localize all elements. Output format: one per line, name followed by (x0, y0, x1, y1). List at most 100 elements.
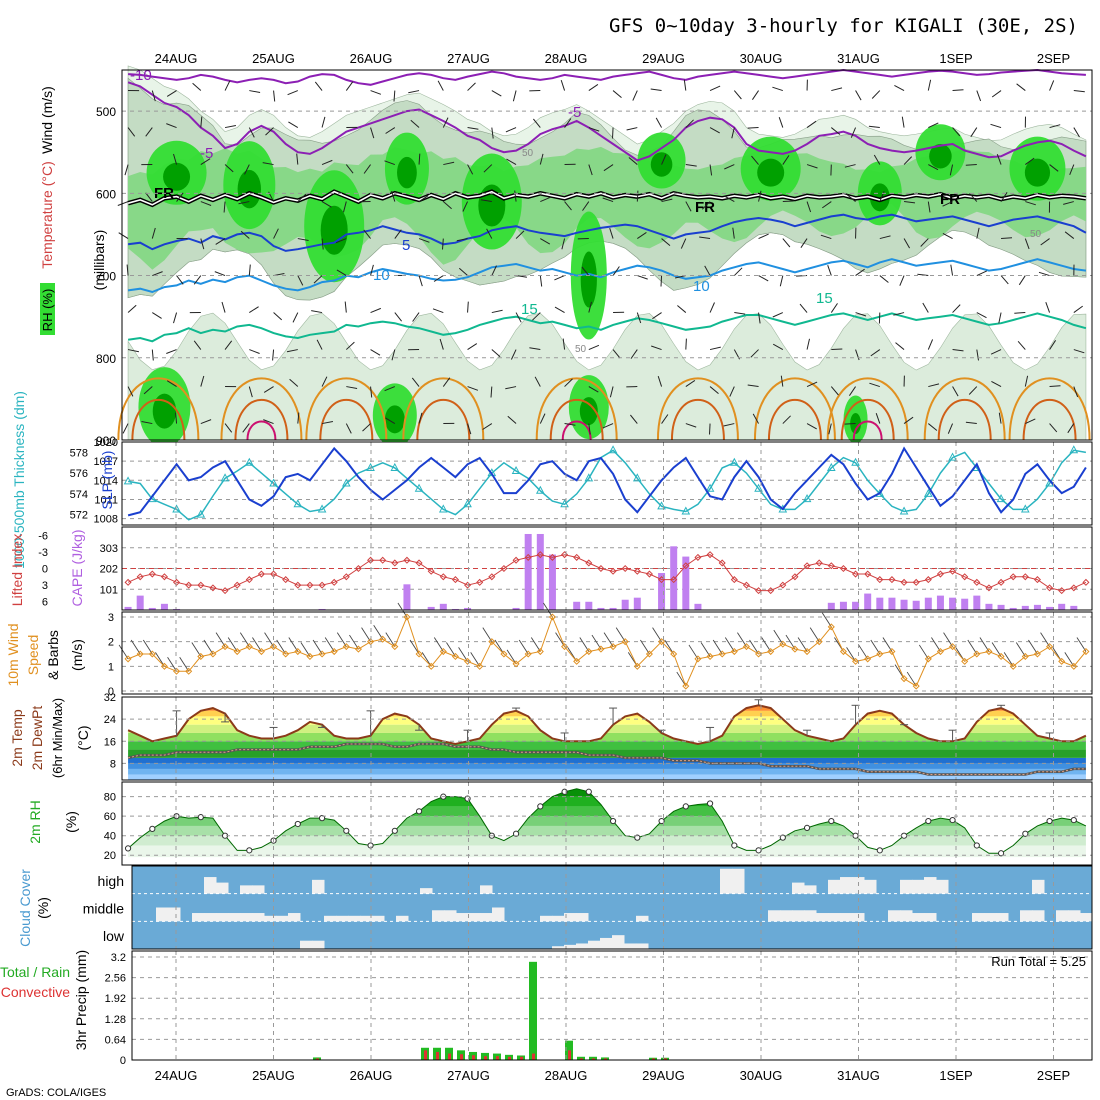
freezing-level-inner (127, 190, 1087, 206)
surface-wind-barb (336, 632, 347, 647)
tick-label-cape: 202 (100, 564, 118, 576)
thickness-marker (390, 462, 400, 471)
wind-barb (732, 227, 735, 239)
rh-core-95 (1024, 158, 1051, 187)
tick-label-lifted-index: 6 (42, 597, 48, 609)
wind-barb (873, 154, 881, 165)
precip-legend-convective: Convective (1, 984, 70, 1000)
wind-barb (439, 338, 444, 350)
lifted-index-marker (682, 562, 690, 570)
precip-convective-bar (604, 1058, 607, 1060)
wind-barb (467, 82, 476, 91)
wind-barb (442, 377, 451, 387)
precip-background (132, 951, 1092, 1060)
tick-label-lifted-index: 3 (42, 580, 48, 592)
surface-wind-barb (846, 647, 856, 662)
precip-convective-bar (664, 1058, 667, 1060)
rh-marker (318, 815, 326, 822)
cloud-cover-bar (1056, 910, 1069, 922)
wind-barb (288, 121, 299, 128)
wind-barb (335, 238, 347, 244)
temperature-contour-warm (656, 377, 739, 441)
wind-barb (875, 413, 881, 424)
thickness-marker (584, 473, 594, 482)
rh-marker (949, 816, 956, 824)
tick-label-rh: 60 (104, 811, 116, 823)
wind-barb (680, 238, 687, 249)
thickness-marker (754, 483, 763, 492)
thickness-marker (632, 473, 642, 482)
wind-barb (248, 386, 253, 398)
wind-barb (630, 349, 638, 359)
wind-speed-marker (185, 667, 193, 675)
lifted-index-marker (961, 573, 969, 581)
lifted-index-marker (791, 573, 799, 581)
wind-barb (370, 264, 374, 276)
cloud-cover-bar (372, 915, 385, 922)
cloud-cover-bar (792, 882, 805, 894)
wind-barb (345, 164, 354, 174)
wind-barb (215, 238, 226, 245)
thickness-marker (1069, 445, 1079, 454)
wind-barb (758, 275, 769, 282)
wind-speed-marker (985, 647, 993, 656)
wind-speed-marker (257, 647, 265, 656)
temp-band (128, 757, 1086, 764)
wind-barb (370, 349, 381, 356)
wind-speed-marker (597, 645, 605, 653)
wind-speed-marker (645, 650, 653, 658)
wind-barb (928, 164, 939, 171)
wind-speed-marker (209, 650, 217, 658)
cape-bar (621, 599, 629, 610)
wind-barb (588, 164, 593, 176)
wind-barb (731, 127, 735, 139)
wind-barb (1001, 237, 1013, 240)
wind-barb (917, 273, 929, 277)
cloud-cover-bar (348, 915, 361, 922)
wind-barb (699, 236, 711, 240)
wind-speed-marker (160, 662, 168, 670)
wind-barb (224, 125, 236, 129)
surface-wind-barb (530, 637, 541, 652)
wind-barb (747, 384, 759, 388)
wind-speed-marker (864, 655, 872, 663)
wind-legend-label: Wind (m/s) (39, 86, 55, 154)
wind-barb (127, 127, 136, 137)
surface-wind-barb (130, 639, 141, 655)
wind-speed-marker (500, 650, 508, 658)
wind-barb (560, 79, 566, 91)
rh-core-95 (152, 393, 177, 429)
cloud-cover-bar (216, 882, 229, 894)
rh-marker (246, 847, 253, 854)
wind-barb (998, 412, 1002, 424)
lifted-index-marker (306, 581, 314, 589)
thickness-marker (341, 478, 351, 487)
wind-barb (830, 386, 839, 396)
wind-axis-label-4: (m/s) (69, 639, 85, 671)
precip-legend-total: Total / Rain (0, 964, 70, 980)
tick-label-cape: 303 (100, 543, 118, 555)
wind-speed-marker (888, 647, 896, 656)
wind-barb (249, 306, 259, 313)
date-label-bottom: 26AUG (350, 1068, 393, 1083)
lifted-index-marker (779, 581, 787, 589)
cloud-cover-bar (492, 907, 505, 922)
wind-barb (442, 238, 444, 250)
wind-speed-marker (1009, 662, 1017, 670)
wind-barb (942, 201, 953, 207)
wind-barb (540, 196, 551, 203)
rh-core-95 (237, 169, 262, 209)
wind-speed-marker (791, 645, 799, 653)
lifted-index-marker (973, 578, 981, 586)
wind-barb (262, 162, 274, 166)
lifted-index-marker (936, 570, 944, 578)
cloud-cover-bar (1068, 910, 1081, 922)
cloud-cover-bar (444, 910, 457, 922)
tick-label-rh: 80 (104, 792, 116, 804)
cloud-cover-bar (996, 913, 1009, 922)
lifted-index-marker (645, 570, 653, 578)
wind-barb (870, 349, 881, 357)
wind-barb (176, 192, 184, 202)
wind-barb (1073, 386, 1079, 398)
